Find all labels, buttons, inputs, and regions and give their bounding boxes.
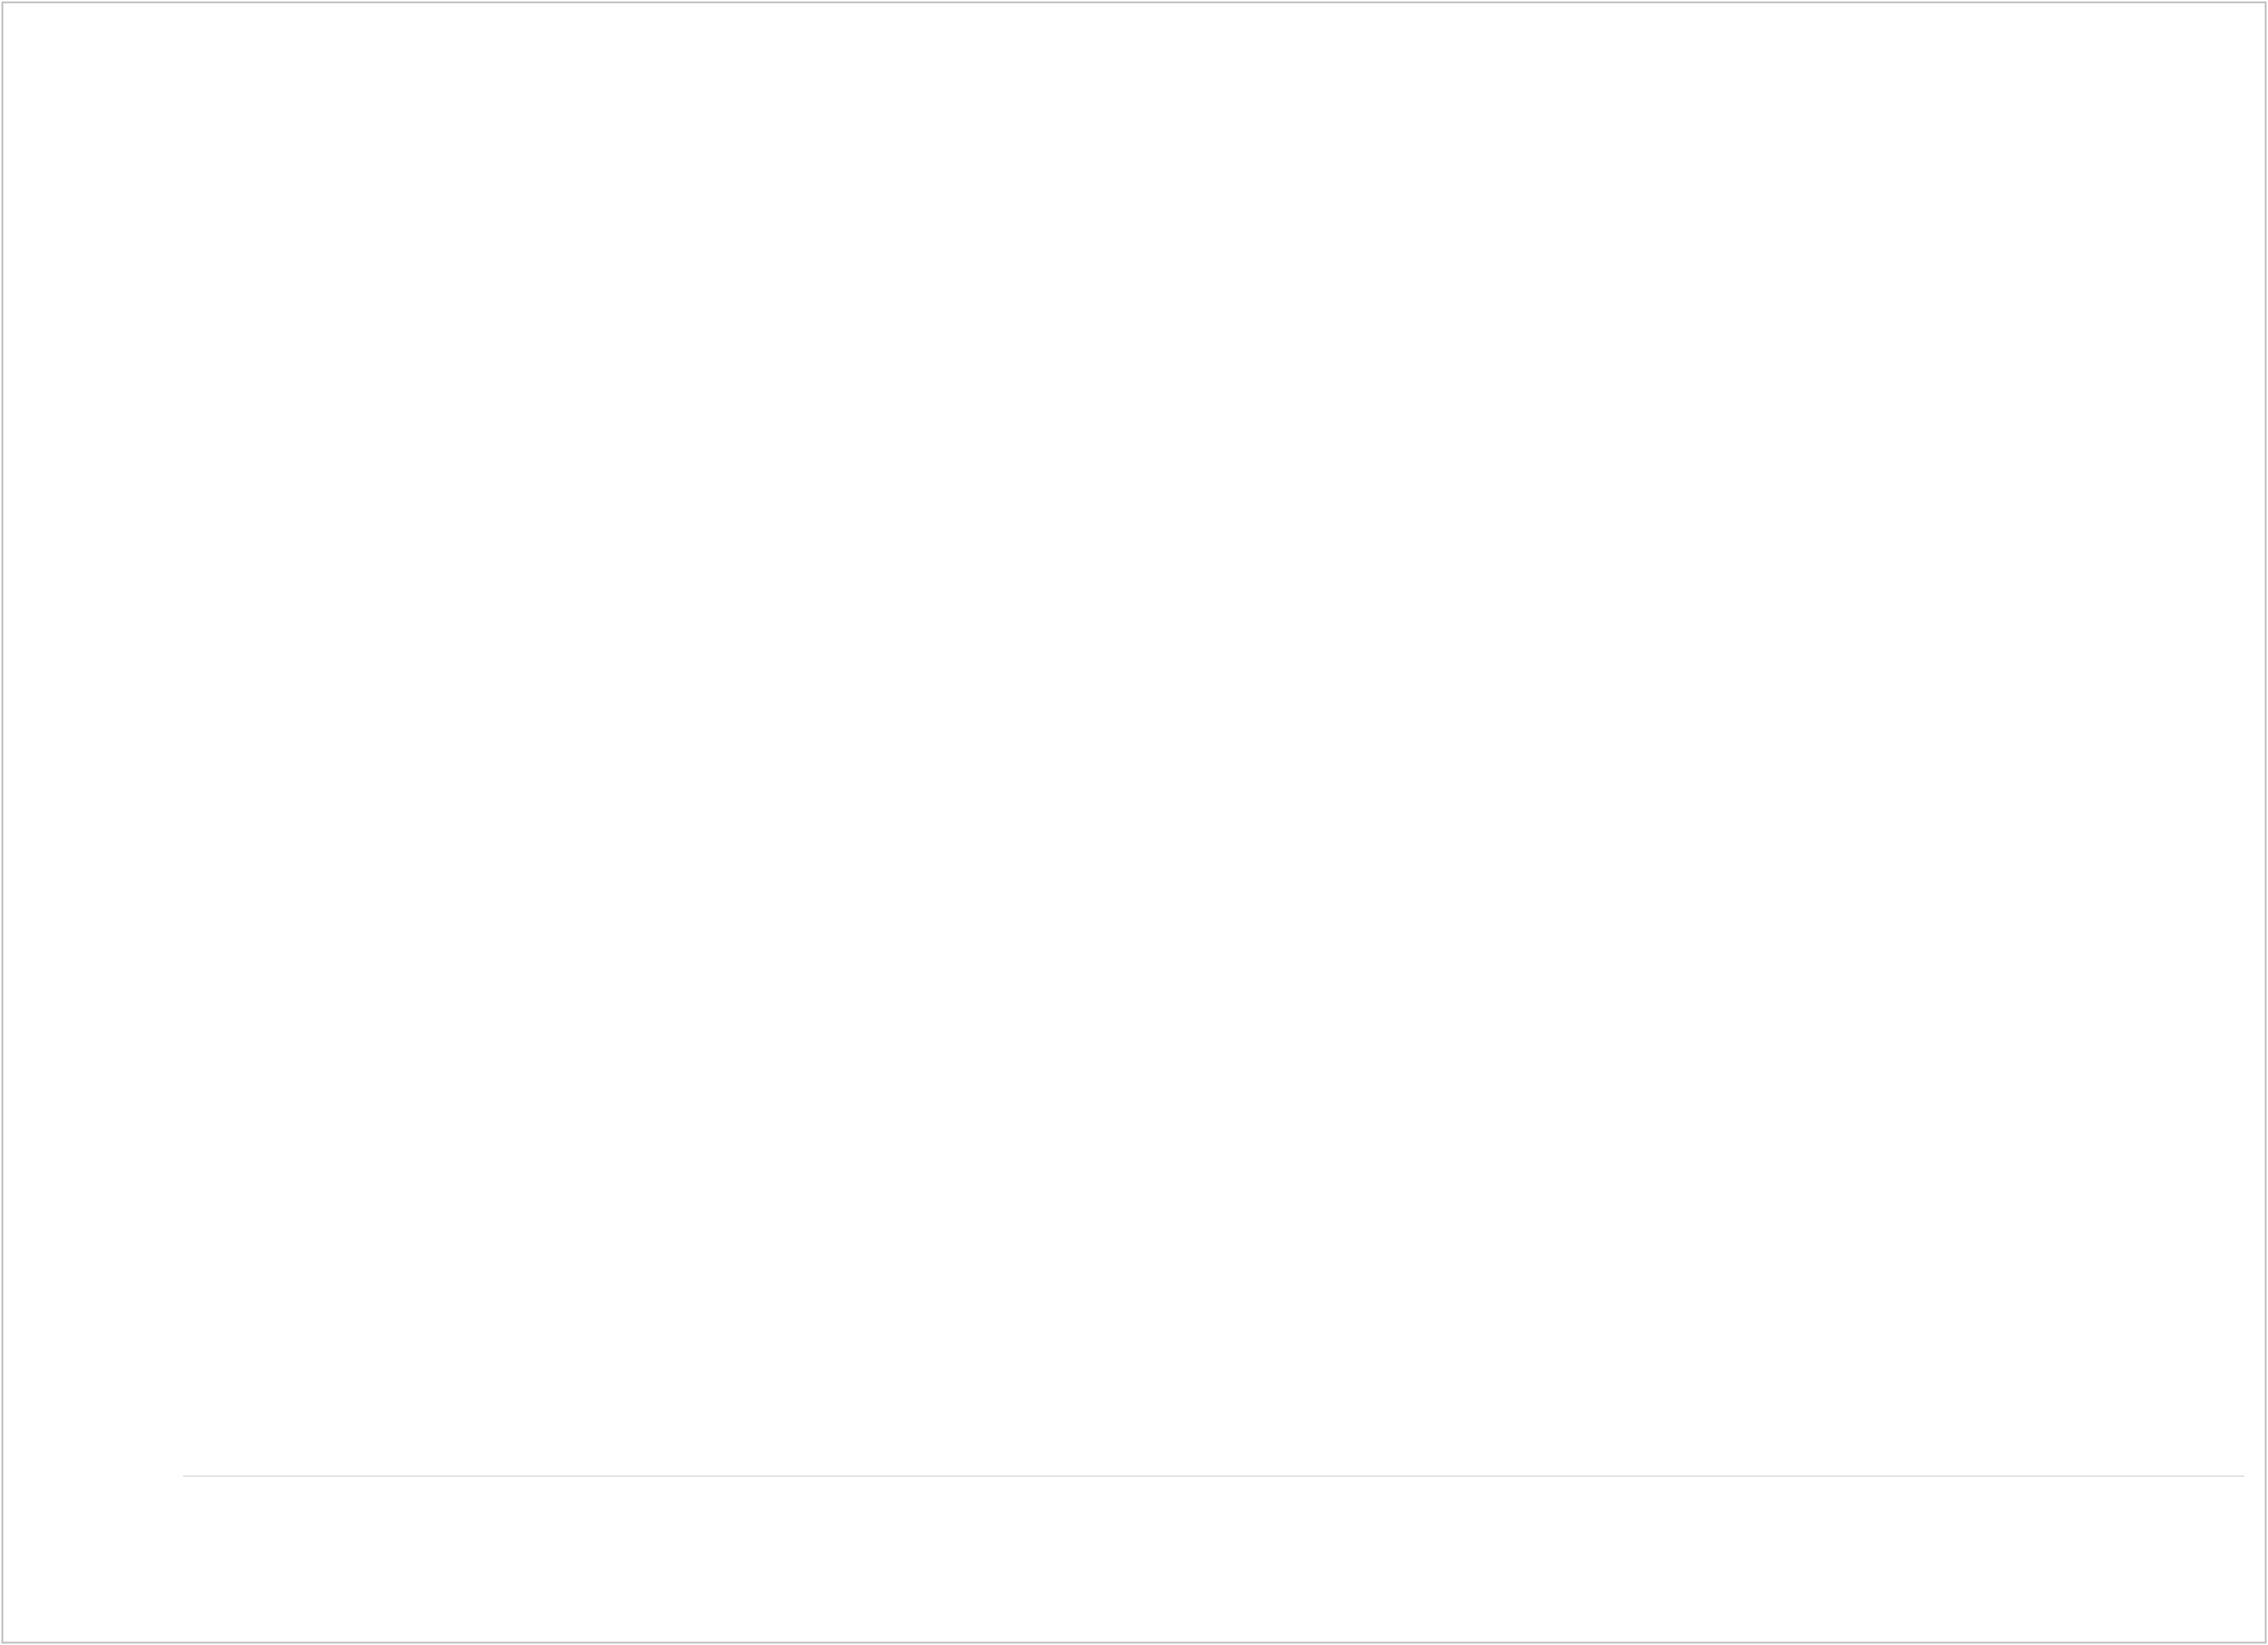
- chart-svg: [0, 0, 2268, 1645]
- chart-container: [0, 0, 2268, 1645]
